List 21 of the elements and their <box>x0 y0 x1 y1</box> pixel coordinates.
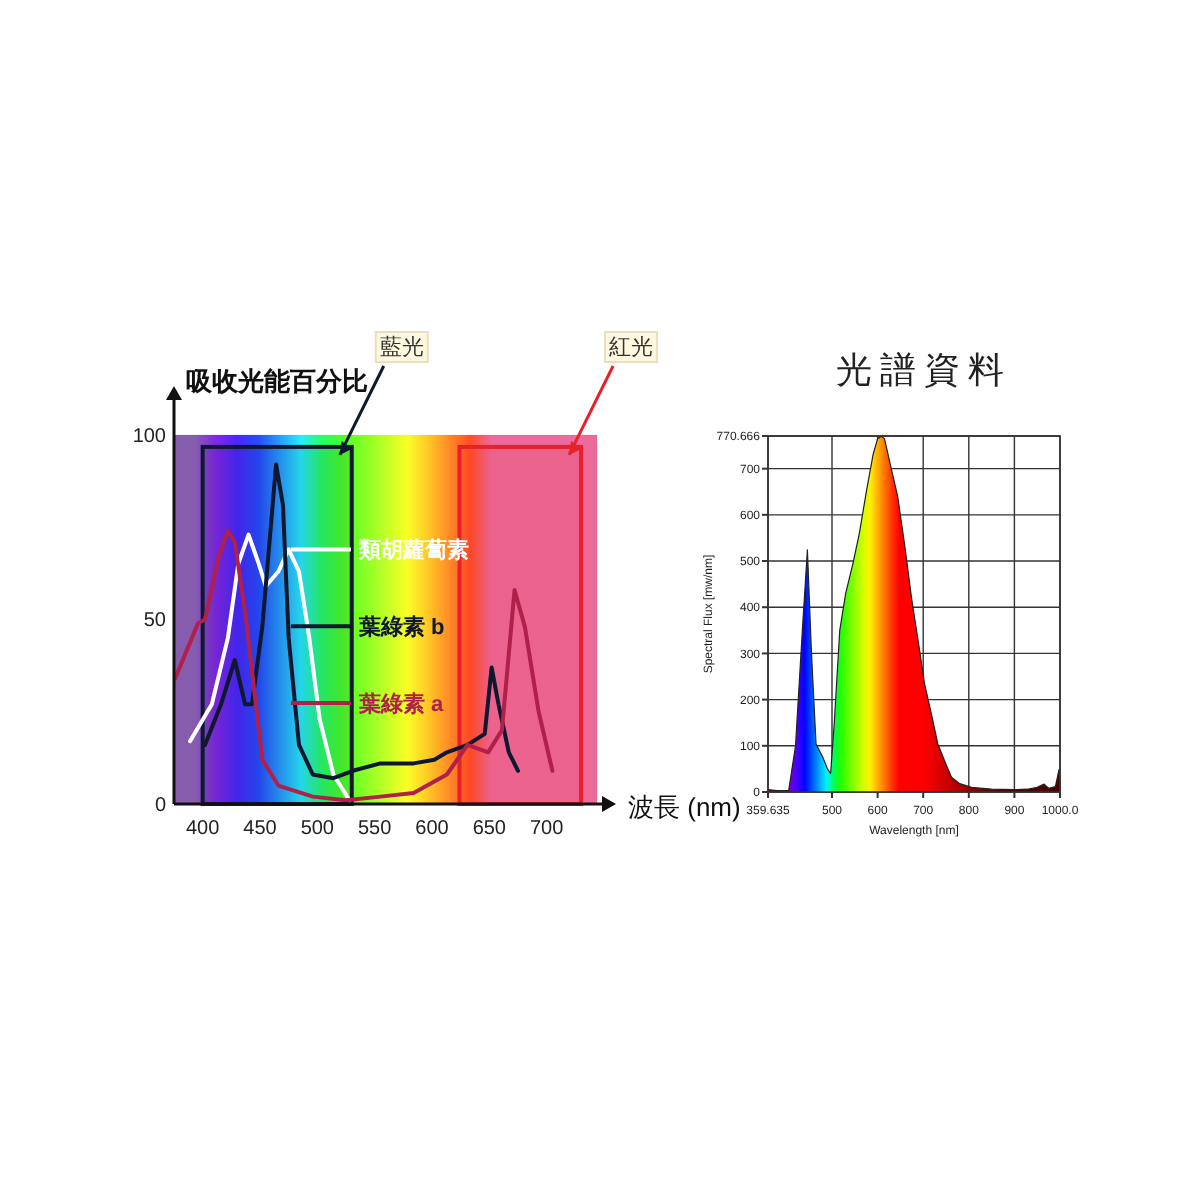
y-axis-title: 吸收光能百分比 <box>186 366 368 396</box>
band-label: 紅光 <box>609 334 654 360</box>
x-axis-title: 波長 (nm) <box>628 792 741 822</box>
x-tick-label: 400 <box>185 818 221 840</box>
x-tick-label: 450 <box>243 818 278 840</box>
line-series <box>188 532 352 803</box>
x-tick-label: 500 <box>300 818 335 840</box>
y-tick-label: 50 <box>143 610 167 633</box>
legend-label: 葉綠素 b <box>356 614 446 641</box>
band-label: 藍光 <box>379 334 424 360</box>
legend-label: 類胡蘿蔔素 <box>356 537 469 564</box>
legend-label: 葉綠素 a <box>356 690 446 717</box>
y-tick-label: 100 <box>132 425 167 448</box>
x-tick-label: 700 <box>529 818 565 840</box>
x-tick-label: 650 <box>472 818 507 840</box>
line-series <box>202 462 520 781</box>
line-series <box>173 528 555 803</box>
x-tick-label: 600 <box>415 818 450 840</box>
x-tick-label: 550 <box>357 818 393 840</box>
y-tick-label: 0 <box>154 795 167 817</box>
chart-title: 光譜資料 <box>836 350 1012 390</box>
